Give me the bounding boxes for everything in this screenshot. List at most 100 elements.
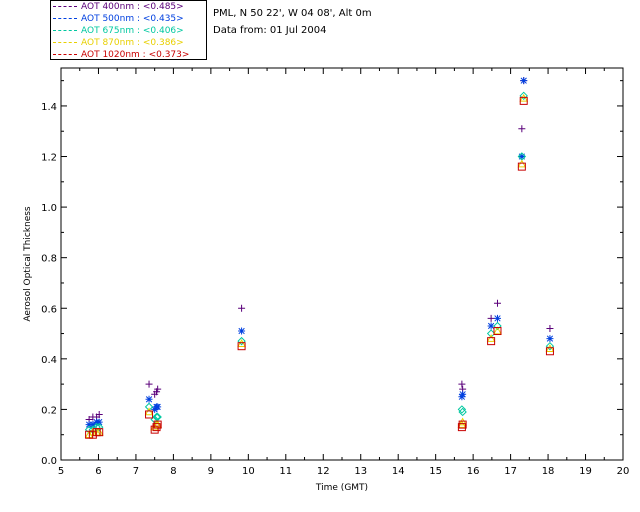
x-tick-label: 7	[133, 466, 139, 477]
data-point	[520, 77, 528, 85]
x-tick-label: 15	[429, 466, 442, 477]
y-tick-label: 0.4	[41, 355, 57, 366]
data-point	[459, 390, 467, 398]
data-point	[89, 421, 97, 429]
data-point	[519, 91, 528, 101]
legend-line-870	[53, 42, 77, 43]
data-point	[546, 335, 554, 343]
x-tick-label: 19	[579, 466, 592, 477]
y-tick-label: 1.2	[41, 153, 57, 164]
data-point	[458, 417, 467, 426]
data-point	[145, 410, 154, 419]
data-point	[95, 410, 103, 418]
data-point	[457, 420, 467, 428]
data-point	[153, 420, 163, 428]
data-point	[238, 327, 246, 335]
data-point	[153, 420, 162, 429]
x-tick-label: 13	[354, 466, 367, 477]
data-point	[152, 423, 161, 432]
x-tick-label: 18	[542, 466, 555, 477]
legend-line-1020	[53, 54, 77, 55]
legend-entry-870: AOT 870nm : <0.386>	[53, 37, 184, 49]
data-point	[517, 162, 526, 171]
data-point	[85, 421, 93, 429]
data-point	[546, 324, 554, 332]
data-point	[458, 407, 467, 417]
data-point	[458, 393, 466, 401]
legend-label-675: AOT 675nm : <0.406>	[81, 26, 184, 36]
y-axis: 0.0 0.2 0.4 0.6 0.8 1.0 1.2 1.4	[41, 80, 623, 467]
data-point	[519, 93, 529, 102]
legend-entry-500: AOT 500nm : <0.435>	[53, 13, 184, 25]
x-tick-label: 10	[242, 466, 255, 477]
data-point	[493, 326, 502, 335]
data-point	[144, 407, 154, 416]
data-point	[145, 395, 153, 403]
data-point	[493, 314, 501, 322]
x-tick-label: 17	[504, 466, 517, 477]
data-point	[486, 334, 496, 342]
date-text: Data from: 01 Jul 2004	[213, 25, 327, 36]
y-tick-label: 0.6	[41, 304, 57, 315]
x-tick-label: 6	[95, 466, 101, 477]
data-point	[519, 96, 528, 105]
data-points	[84, 77, 555, 439]
plot-frame	[60, 67, 624, 461]
legend-line-500	[53, 18, 77, 19]
x-tick-label: 8	[170, 466, 176, 477]
data-point	[493, 321, 502, 331]
data-point	[518, 153, 526, 161]
data-point	[545, 344, 555, 353]
y-tick-label: 0.2	[41, 405, 57, 416]
data-point	[237, 342, 246, 351]
x-tick-label: 12	[317, 466, 330, 477]
data-point	[517, 159, 527, 168]
data-point	[95, 418, 103, 426]
legend-label-1020: AOT 1020nm : <0.373>	[81, 50, 190, 60]
data-point	[150, 425, 159, 434]
y-tick-label: 0.8	[41, 254, 57, 265]
data-point	[154, 385, 162, 393]
series-aot-1020nm	[85, 96, 554, 439]
data-point	[92, 422, 101, 432]
legend-label-870: AOT 870nm : <0.386>	[81, 38, 184, 48]
data-point	[518, 125, 526, 133]
x-tick-label: 14	[392, 466, 405, 477]
data-point	[487, 322, 495, 330]
legend: AOT 400nm : <0.485> AOT 500nm : <0.435> …	[50, 0, 207, 60]
data-point	[154, 403, 162, 411]
legend-line-675	[53, 30, 77, 31]
data-point	[458, 380, 466, 388]
data-point	[493, 299, 501, 307]
data-point	[457, 405, 467, 414]
y-tick-label: 1.0	[41, 203, 57, 214]
data-point	[545, 341, 555, 351]
legend-line-400	[53, 6, 77, 7]
data-point	[94, 427, 104, 436]
y-axis-title: Aerosol Optical Thickness	[23, 206, 33, 322]
x-tick-label: 9	[208, 466, 214, 477]
legend-entry-400: AOT 400nm : <0.485>	[53, 1, 184, 13]
data-point	[145, 380, 153, 388]
x-tick-label: 5	[58, 466, 64, 477]
data-point	[237, 339, 246, 347]
data-point	[95, 428, 104, 437]
y-tick-label: 1.4	[41, 102, 57, 113]
legend-label-400: AOT 400nm : <0.485>	[81, 2, 184, 12]
data-point	[144, 402, 154, 412]
data-point	[238, 304, 246, 312]
y-tick-label: 0.0	[41, 456, 57, 467]
data-point	[457, 423, 466, 432]
x-tick-label: 16	[467, 466, 480, 477]
legend-label-500: AOT 500nm : <0.435>	[81, 14, 184, 24]
data-point	[487, 337, 496, 346]
data-point	[237, 336, 246, 346]
x-tick-label: 11	[279, 466, 292, 477]
x-axis-title: Time (GMT)	[315, 483, 368, 493]
x-tick-label: 20	[617, 466, 630, 477]
data-point	[486, 329, 496, 338]
location-text: PML, N 50 22', W 04 08', Alt 0m	[213, 8, 372, 19]
legend-entry-675: AOT 675nm : <0.406>	[53, 25, 184, 37]
legend-entry-1020: AOT 1020nm : <0.373>	[53, 49, 189, 61]
